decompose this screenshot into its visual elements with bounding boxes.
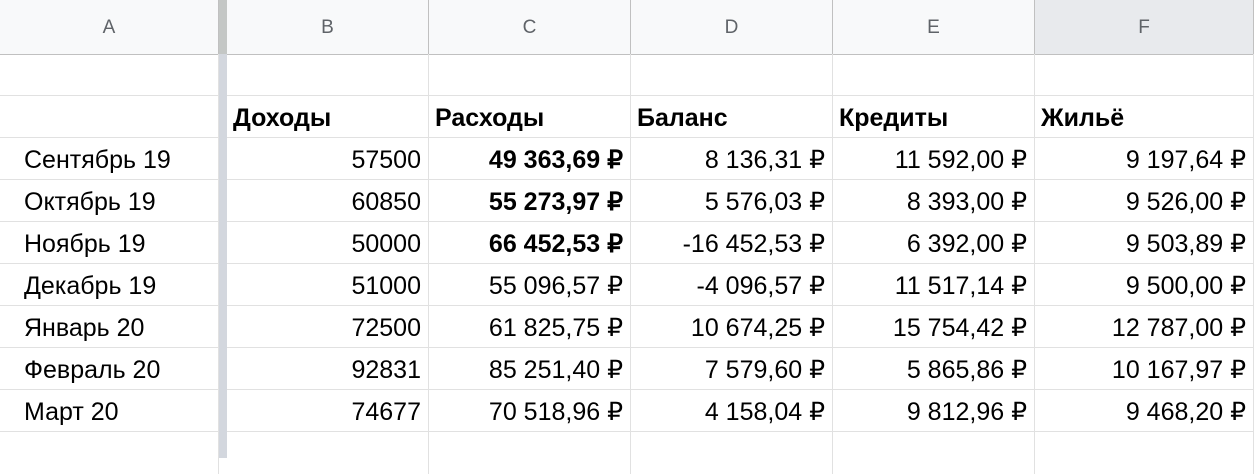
cell-credits[interactable]: 15 754,42 ₽ [833, 306, 1035, 348]
cell-b10[interactable] [227, 432, 429, 474]
cell-month[interactable]: Февраль 20 [0, 348, 219, 390]
frozen-column-divider[interactable] [219, 0, 227, 458]
cell-balance[interactable]: 10 674,25 ₽ [631, 306, 833, 348]
cell-credits[interactable]: 8 393,00 ₽ [833, 180, 1035, 222]
cell-credits[interactable]: 11 592,00 ₽ [833, 138, 1035, 180]
column-header-a[interactable]: A [0, 0, 219, 54]
cell-housing[interactable]: 10 167,97 ₽ [1035, 348, 1254, 390]
cell-balance[interactable]: -4 096,57 ₽ [631, 264, 833, 306]
cell-income[interactable]: 50000 [227, 222, 429, 264]
column-header-f[interactable]: F [1035, 0, 1254, 54]
cell-e10[interactable] [833, 432, 1035, 474]
cell-month[interactable]: Октябрь 19 [0, 180, 219, 222]
cell-credits[interactable]: 11 517,14 ₽ [833, 264, 1035, 306]
cell-c10[interactable] [429, 432, 631, 474]
cell-income[interactable]: 60850 [227, 180, 429, 222]
cell-balance[interactable]: 7 579,60 ₽ [631, 348, 833, 390]
header-housing[interactable]: Жильё [1035, 96, 1254, 138]
cell-credits[interactable]: 6 392,00 ₽ [833, 222, 1035, 264]
cell-housing[interactable]: 9 526,00 ₽ [1035, 180, 1254, 222]
cell-income[interactable]: 72500 [227, 306, 429, 348]
cell-expenses[interactable]: 85 251,40 ₽ [429, 348, 631, 390]
cell-month[interactable]: Декабрь 19 [0, 264, 219, 306]
cell-month[interactable]: Сентябрь 19 [0, 138, 219, 180]
cell-f1[interactable] [1035, 54, 1254, 96]
cell-c1[interactable] [429, 54, 631, 96]
cell-housing[interactable]: 9 197,64 ₽ [1035, 138, 1254, 180]
cell-income[interactable]: 74677 [227, 390, 429, 432]
column-header-d[interactable]: D [631, 0, 833, 54]
cell-expenses[interactable]: 55 096,57 ₽ [429, 264, 631, 306]
header-expenses[interactable]: Расходы [429, 96, 631, 138]
cell-balance[interactable]: 4 158,04 ₽ [631, 390, 833, 432]
cell-d10[interactable] [631, 432, 833, 474]
cell-housing[interactable]: 9 500,00 ₽ [1035, 264, 1254, 306]
header-balance[interactable]: Баланс [631, 96, 833, 138]
cell-e1[interactable] [833, 54, 1035, 96]
column-header-e[interactable]: E [833, 0, 1035, 54]
cell-housing[interactable]: 12 787,00 ₽ [1035, 306, 1254, 348]
column-header-b[interactable]: B [227, 0, 429, 54]
cell-expenses[interactable]: 61 825,75 ₽ [429, 306, 631, 348]
cell-expenses[interactable]: 70 518,96 ₽ [429, 390, 631, 432]
cell-b1[interactable] [227, 54, 429, 96]
cell-a10[interactable] [0, 432, 219, 474]
cell-income[interactable]: 57500 [227, 138, 429, 180]
cell-balance[interactable]: 8 136,31 ₽ [631, 138, 833, 180]
cell-month[interactable]: Январь 20 [0, 306, 219, 348]
cell-housing[interactable]: 9 503,89 ₽ [1035, 222, 1254, 264]
frozen-column-handle[interactable] [219, 0, 227, 54]
header-credits[interactable]: Кредиты [833, 96, 1035, 138]
cell-a1[interactable] [0, 54, 219, 96]
cell-credits[interactable]: 5 865,86 ₽ [833, 348, 1035, 390]
cell-income[interactable]: 51000 [227, 264, 429, 306]
cell-d1[interactable] [631, 54, 833, 96]
cell-balance[interactable]: -16 452,53 ₽ [631, 222, 833, 264]
cell-credits[interactable]: 9 812,96 ₽ [833, 390, 1035, 432]
cell-a2[interactable] [0, 96, 219, 138]
cell-balance[interactable]: 5 576,03 ₽ [631, 180, 833, 222]
column-header-row: A B C D E F [0, 0, 1254, 55]
cell-month[interactable]: Ноябрь 19 [0, 222, 219, 264]
cell-month[interactable]: Март 20 [0, 390, 219, 432]
cell-expenses[interactable]: 66 452,53 ₽ [429, 222, 631, 264]
cell-income[interactable]: 92831 [227, 348, 429, 390]
column-header-c[interactable]: C [429, 0, 631, 54]
cell-f10[interactable] [1035, 432, 1254, 474]
cell-expenses[interactable]: 55 273,97 ₽ [429, 180, 631, 222]
header-income[interactable]: Доходы [227, 96, 429, 138]
cell-expenses[interactable]: 49 363,69 ₽ [429, 138, 631, 180]
cell-housing[interactable]: 9 468,20 ₽ [1035, 390, 1254, 432]
